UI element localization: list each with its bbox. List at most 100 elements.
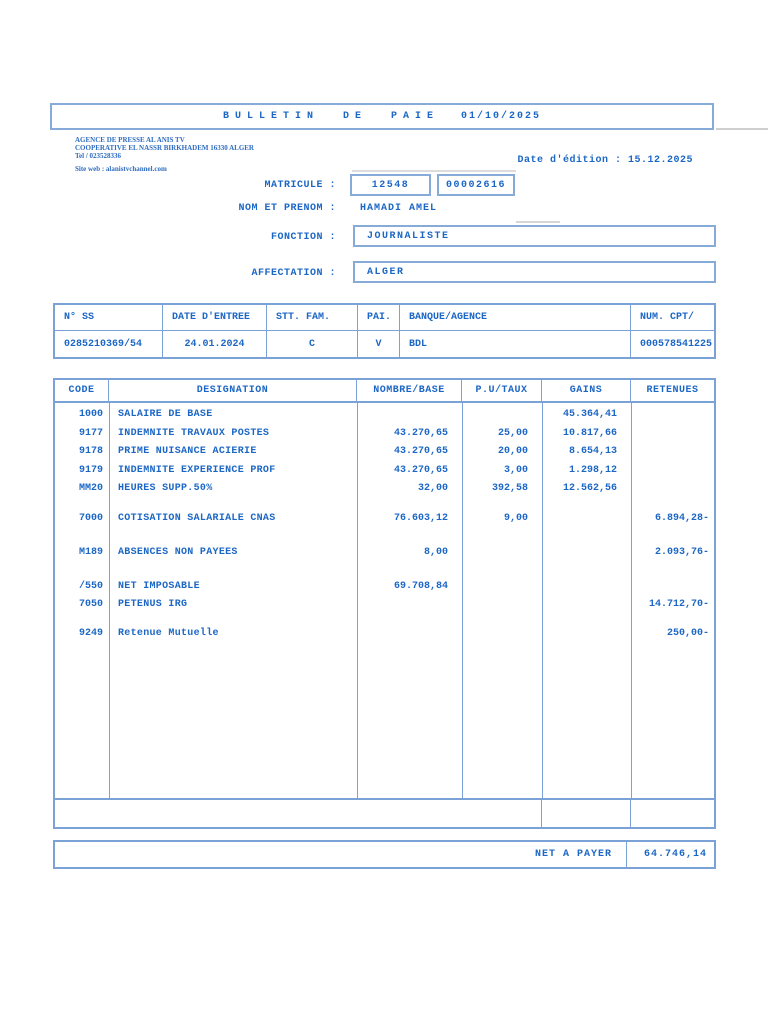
pay-header-code: CODE	[55, 380, 109, 401]
gains-cell: 10.817,66	[562, 428, 617, 439]
taux-cell	[462, 599, 542, 611]
info-header-pai: PAI.	[358, 305, 400, 331]
gains-cell: 8.654,13	[568, 446, 617, 457]
code-cell: 7050	[78, 599, 103, 610]
info-value-banque: BDL	[400, 331, 631, 357]
code-cell: 9177	[78, 428, 103, 439]
code-cell: MM20	[78, 483, 103, 494]
edition-date-line: Date d'édition : 15.12.2025	[517, 155, 693, 167]
retenues-cell	[631, 446, 714, 458]
table-row: 9178 PRIME NUISANCE ACIERIE 43.270,65 20…	[55, 446, 714, 458]
base-cell	[357, 409, 462, 421]
designation-cell: HEURES SUPP.50%	[118, 483, 213, 494]
retenues-cell: 250,00-	[666, 628, 709, 639]
info-header-stt-fam: STT. FAM.	[267, 305, 358, 331]
edition-date-label: Date d'édition :	[517, 155, 622, 166]
pay-table-header: CODE DESIGNATION NOMBRE/BASE P.U/TAUX GA…	[53, 378, 716, 403]
pay-header-gains: GAINS	[542, 380, 631, 401]
pay-table-totals-row	[53, 798, 716, 829]
pay-header-designation: DESIGNATION	[109, 380, 357, 401]
info-value-num-cpt: 000578541225	[640, 338, 713, 350]
scan-artifact	[516, 221, 560, 223]
designation-cell: Retenue Mutuelle	[118, 628, 219, 639]
base-cell: 76.603,12	[393, 513, 448, 524]
column-divider	[462, 403, 463, 798]
designation-cell: PETENUS IRG	[118, 599, 188, 610]
designation-cell: NET IMPOSABLE	[118, 581, 200, 592]
gains-cell	[542, 599, 631, 611]
code-cell: M189	[78, 547, 103, 558]
retenues-cell	[631, 428, 714, 440]
matricule-secondary-box: 00002616	[437, 174, 515, 196]
gains-cell	[542, 547, 631, 559]
taux-cell	[462, 409, 542, 421]
info-header-date-entree: DATE D'ENTREE	[163, 305, 267, 331]
affectation-box: ALGER	[353, 261, 716, 283]
table-row: 9249 Retenue Mutuelle 250,00-	[55, 628, 714, 640]
column-divider	[109, 403, 110, 798]
totals-empty-cell	[55, 800, 542, 827]
info-value-stt-fam: C	[267, 331, 358, 357]
edition-date-value: 15.12.2025	[627, 155, 693, 166]
designation-cell: SALAIRE DE BASE	[118, 409, 213, 420]
info-value-date-entree: 24.01.2024	[163, 331, 267, 357]
pay-header-retenues: RETENUES	[646, 385, 699, 396]
matricule-primary-box: 12548	[350, 174, 431, 196]
designation-cell: INDEMNITE EXPERIENCE PROF	[118, 465, 276, 476]
company-phone: Tel / 023528336	[75, 152, 122, 160]
taux-cell: 20,00	[497, 446, 528, 457]
column-divider	[542, 403, 543, 798]
matricule-primary-value: 12548	[371, 179, 410, 191]
title-box: BULLETIN DE PAIE 01/10/2025	[50, 103, 714, 130]
designation-cell: PRIME NUISANCE ACIERIE	[118, 446, 257, 457]
page-title: BULLETIN DE PAIE	[222, 111, 439, 122]
code-cell: 7000	[78, 513, 103, 524]
taux-cell: 392,58	[491, 483, 528, 494]
taux-cell: 3,00	[503, 465, 528, 476]
designation-cell: ABSENCES NON PAYEES	[118, 547, 238, 558]
code-cell: 9178	[78, 446, 103, 457]
base-cell: 69.708,84	[393, 581, 448, 592]
gains-cell: 1.298,12	[568, 465, 617, 476]
gains-cell	[542, 513, 631, 525]
retenues-cell: 14.712,70-	[648, 599, 709, 610]
base-cell: 43.270,65	[393, 428, 448, 439]
company-block: AGENCE DE PRESSE AL ANIS TV COOPERATIVE …	[75, 136, 254, 173]
matricule-secondary-value: 00002616	[445, 179, 506, 191]
info-value-nss: 0285210369/54	[55, 331, 163, 357]
designation-cell: INDEMNITE TRAVAUX POSTES	[118, 428, 270, 439]
info-header-num-cpt: NUM. CPT/	[631, 305, 714, 331]
fonction-value: JOURNALISTE	[367, 230, 450, 242]
gains-cell: 45.364,41	[562, 409, 617, 420]
gains-cell: 12.562,56	[562, 483, 617, 494]
pay-header-nombre-base: NOMBRE/BASE	[357, 380, 462, 401]
gains-cell	[542, 628, 631, 640]
name-label: NOM ET PRENOM :	[238, 203, 336, 214]
table-row: 7050 PETENUS IRG 14.712,70-	[55, 599, 714, 611]
taux-cell: 9,00	[503, 513, 528, 524]
info-value-pai: V	[358, 331, 400, 357]
scan-artifact	[352, 170, 516, 172]
info-header-banque: BANQUE/AGENCE	[400, 305, 631, 331]
pay-period: 01/10/2025	[461, 111, 542, 122]
base-cell	[357, 628, 462, 640]
pay-table-body: 1000 SALAIRE DE BASE 45.364,41 9177 INDE…	[53, 403, 716, 798]
column-divider	[357, 403, 358, 798]
net-a-payer-value: 64.746,14	[643, 849, 707, 860]
base-cell: 8,00	[423, 547, 448, 558]
taux-cell: 25,00	[497, 428, 528, 439]
info-header-nss: N° SS	[55, 305, 163, 331]
pay-lines-table: CODE DESIGNATION NOMBRE/BASE P.U/TAUX GA…	[53, 378, 716, 829]
designation-cell: COTISATION SALARIALE CNAS	[118, 513, 276, 524]
scan-artifact	[716, 128, 768, 130]
affectation-label: AFFECTATION :	[251, 268, 336, 279]
table-row: /550 NET IMPOSABLE 69.708,84	[55, 581, 714, 593]
matricule-label: MATRICULE :	[264, 180, 336, 191]
fonction-box: JOURNALISTE	[353, 225, 716, 247]
retenues-cell: 2.093,76-	[654, 547, 709, 558]
base-cell: 43.270,65	[393, 465, 448, 476]
retenues-cell	[631, 409, 714, 421]
employee-info-table: N° SS DATE D'ENTREE STT. FAM. PAI. BANQU…	[53, 303, 716, 359]
code-cell: 1000	[78, 409, 103, 420]
table-row: 1000 SALAIRE DE BASE 45.364,41	[55, 409, 714, 421]
